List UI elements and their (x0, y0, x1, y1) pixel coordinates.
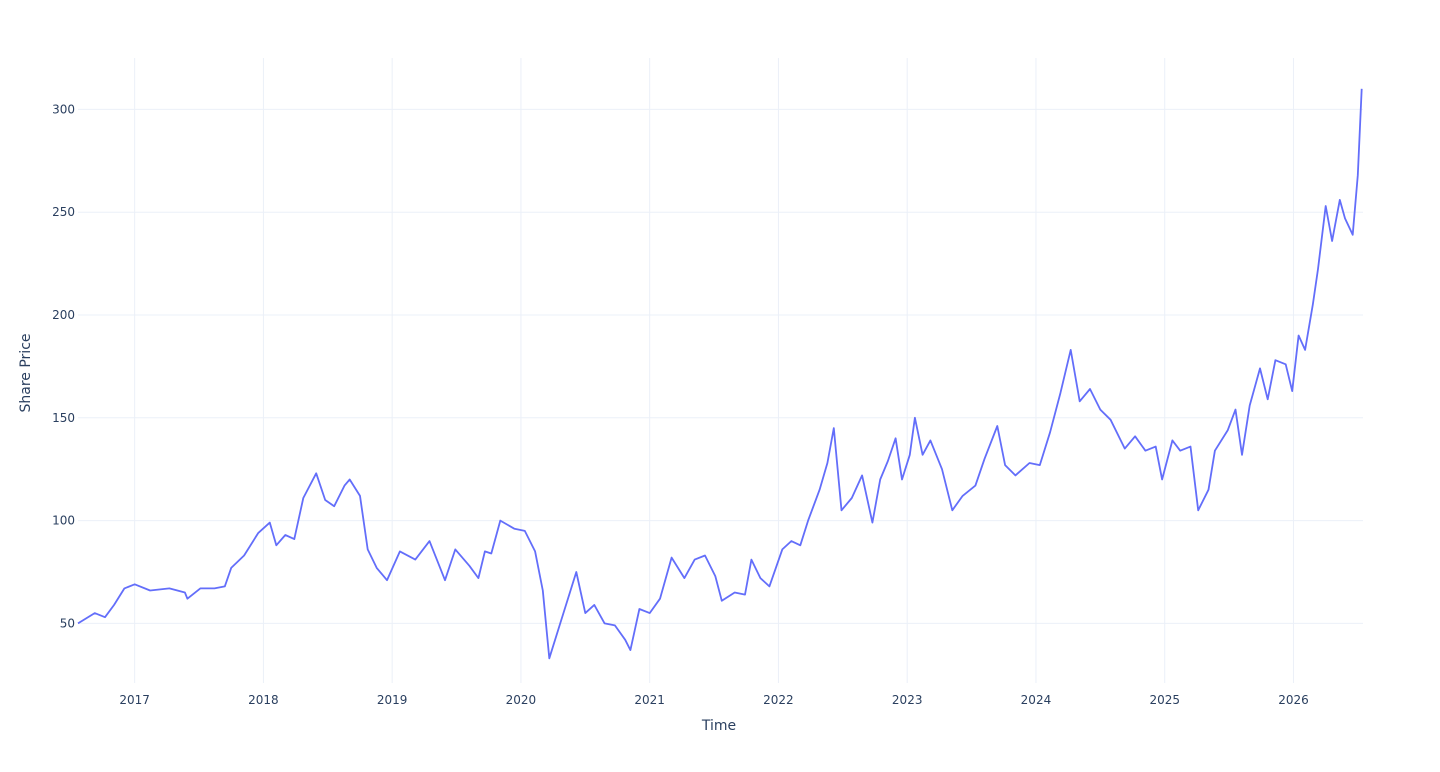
x-axis-title: Time (701, 718, 736, 734)
price-line (77, 88, 1363, 660)
x-tick-label: 2023 (892, 693, 923, 707)
y-tick-label: 300 (52, 102, 75, 116)
y-axis-title: Share Price (18, 333, 34, 412)
x-tick-label: 2025 (1149, 693, 1180, 707)
y-tick-label: 150 (52, 411, 75, 425)
x-tick-label: 2024 (1021, 693, 1052, 707)
x-tick-label: 2021 (634, 693, 665, 707)
x-tick-label: 2026 (1278, 693, 1309, 707)
x-tick-label: 2019 (377, 693, 408, 707)
y-tick-label: 50 (60, 616, 75, 630)
x-tick-label: 2017 (119, 693, 150, 707)
x-tick-label: 2020 (506, 693, 537, 707)
x-tick-label: 2022 (763, 693, 794, 707)
y-tick-label: 200 (52, 308, 75, 322)
x-tick-label: 2018 (248, 693, 279, 707)
y-tick-label: 100 (52, 514, 75, 528)
y-tick-label: 250 (52, 205, 75, 219)
